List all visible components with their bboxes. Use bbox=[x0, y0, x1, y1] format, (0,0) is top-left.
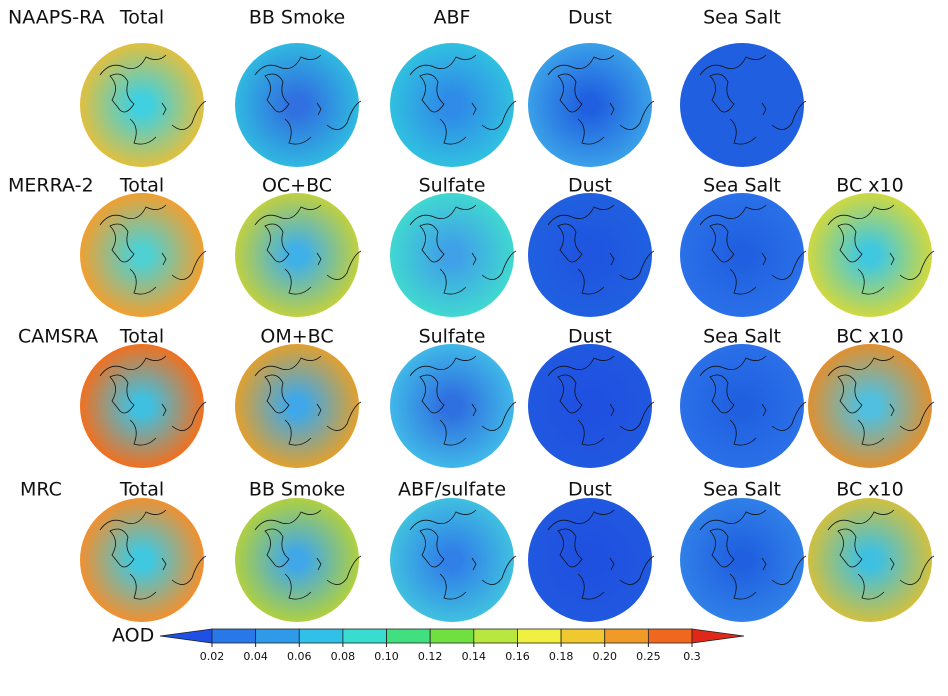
panel-title: BC x10 bbox=[836, 479, 903, 501]
panel-title: BB Smoke bbox=[249, 479, 345, 501]
panel-title: Sea Salt bbox=[703, 479, 781, 501]
colorbar-segment bbox=[430, 629, 474, 643]
polar-map bbox=[528, 43, 652, 167]
colorbar-segment bbox=[256, 629, 300, 643]
model-name: NAAPS-RA bbox=[8, 7, 105, 29]
colorbar-tick-label: 0.14 bbox=[462, 650, 487, 663]
colorbar-tick-label: 0.18 bbox=[549, 650, 574, 663]
polar-map bbox=[80, 344, 204, 468]
polar-map bbox=[390, 193, 514, 317]
panel-title: Sea Salt bbox=[703, 7, 781, 29]
page: {"figure": { "rows": [ {"model": "NAAPS-… bbox=[0, 0, 948, 696]
model-name: MRC bbox=[20, 479, 62, 501]
polar-map bbox=[235, 344, 359, 468]
polar-map bbox=[235, 43, 359, 167]
polar-map bbox=[808, 193, 932, 317]
panel-title: Dust bbox=[568, 479, 612, 501]
polar-map bbox=[80, 193, 204, 317]
polar-map bbox=[235, 193, 359, 317]
polar-map bbox=[528, 193, 652, 317]
colorbar-tick-label: 0.20 bbox=[592, 650, 617, 663]
colorbar-tick-label: 0.06 bbox=[287, 650, 312, 663]
polar-map bbox=[235, 498, 359, 622]
polar-map bbox=[680, 498, 804, 622]
panel-title: Total bbox=[119, 7, 164, 29]
colorbar-segment bbox=[212, 629, 256, 643]
colorbar-segment bbox=[605, 629, 649, 643]
colorbar-segment bbox=[387, 629, 431, 643]
polar-map bbox=[80, 43, 204, 167]
colorbar-segment bbox=[648, 629, 692, 643]
colorbar-tick-label: 0.02 bbox=[200, 650, 225, 663]
polar-map bbox=[80, 498, 204, 622]
colorbar-tick-label: 0.08 bbox=[331, 650, 356, 663]
colorbar-tick-label: 0.04 bbox=[243, 650, 268, 663]
panel-title: BB Smoke bbox=[249, 7, 345, 29]
panel-title: ABF/sulfate bbox=[398, 479, 506, 501]
polar-map bbox=[808, 498, 932, 622]
colorbar-tick-label: 0.3 bbox=[683, 650, 701, 663]
colorbar-segment bbox=[561, 629, 605, 643]
polar-map bbox=[680, 193, 804, 317]
colorbar-tick-label: 0.12 bbox=[418, 650, 443, 663]
polar-map bbox=[528, 344, 652, 468]
panel-title: Total bbox=[119, 479, 164, 501]
polar-map bbox=[390, 498, 514, 622]
colorbar-tick-label: 0.25 bbox=[636, 650, 661, 663]
figure: NAAPS-RA Total BB Smoke ABF Dust Sea Salt MERR… bbox=[0, 0, 948, 696]
colorbar-segment bbox=[517, 629, 561, 643]
colorbar-segment bbox=[160, 629, 212, 643]
polar-map bbox=[808, 344, 932, 468]
polar-map bbox=[680, 43, 804, 167]
polar-map bbox=[680, 344, 804, 468]
model-name: MERRA-2 bbox=[8, 175, 94, 197]
panel-title: Dust bbox=[568, 7, 612, 29]
colorbar-segment bbox=[299, 629, 343, 643]
colorbar-label: AOD bbox=[112, 625, 154, 647]
colorbar-segment bbox=[343, 629, 387, 643]
colorbar-tick-label: 0.10 bbox=[374, 650, 399, 663]
polar-map bbox=[390, 344, 514, 468]
colorbar-segment bbox=[692, 629, 744, 643]
polar-map bbox=[528, 498, 652, 622]
polar-map bbox=[390, 43, 514, 167]
panel-title: ABF bbox=[434, 7, 471, 29]
model-name: CAMSRA bbox=[18, 326, 98, 348]
colorbar-segment bbox=[474, 629, 518, 643]
colorbar-tick-label: 0.16 bbox=[505, 650, 530, 663]
